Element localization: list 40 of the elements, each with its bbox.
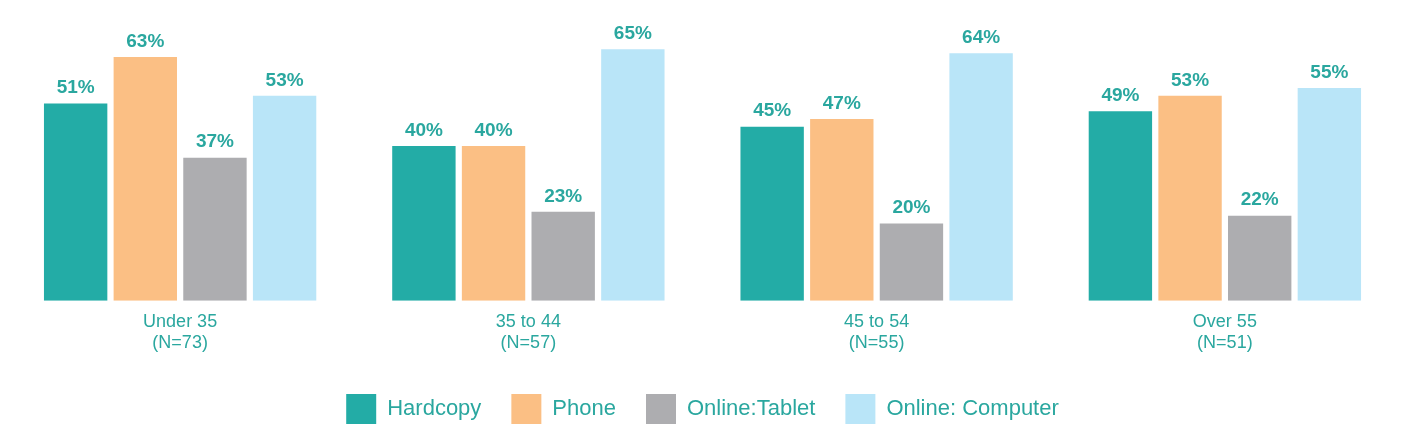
data-label: 53% (265, 68, 304, 90)
bar (740, 126, 804, 301)
bar (601, 49, 665, 301)
bar (183, 157, 247, 301)
data-label: 64% (962, 25, 1001, 47)
bar (392, 146, 456, 301)
legend-label: Online: Computer (886, 395, 1059, 421)
bar (113, 57, 177, 301)
data-label: 40% (474, 118, 513, 140)
data-label: 55% (1310, 60, 1349, 82)
legend-label: Hardcopy (387, 395, 482, 421)
data-label: 53% (1171, 68, 1210, 90)
data-label: 47% (822, 91, 861, 113)
legend-label: Phone (552, 395, 616, 421)
data-label: 23% (544, 184, 583, 206)
data-label: 49% (1101, 83, 1140, 105)
bar (1228, 215, 1292, 301)
data-label: 20% (892, 196, 931, 218)
data-label: 40% (404, 118, 444, 140)
bar (1297, 88, 1362, 301)
data-label: 22% (1240, 188, 1279, 210)
x-tick-label: Over 55 (N=51) (1192, 310, 1257, 353)
data-label: 37% (195, 130, 235, 152)
x-tick-label: Under 35 (N=73) (143, 310, 218, 353)
bar (879, 223, 944, 301)
bar (252, 95, 317, 301)
data-label: 65% (613, 22, 652, 44)
bar (43, 103, 108, 301)
bar (1158, 95, 1222, 301)
bar (810, 118, 874, 301)
data-label: 51% (56, 76, 95, 98)
bar (949, 53, 1013, 301)
bar (461, 146, 526, 301)
x-tick-label: 35 to 44 (N=57) (495, 310, 561, 353)
data-label: 45% (753, 99, 792, 121)
legend-label: Online:Tablet (686, 395, 816, 421)
bar (1088, 111, 1153, 301)
data-label: 63% (126, 29, 165, 51)
x-tick-label: 45 to 54 (N=55) (844, 310, 910, 353)
bar (531, 211, 595, 301)
